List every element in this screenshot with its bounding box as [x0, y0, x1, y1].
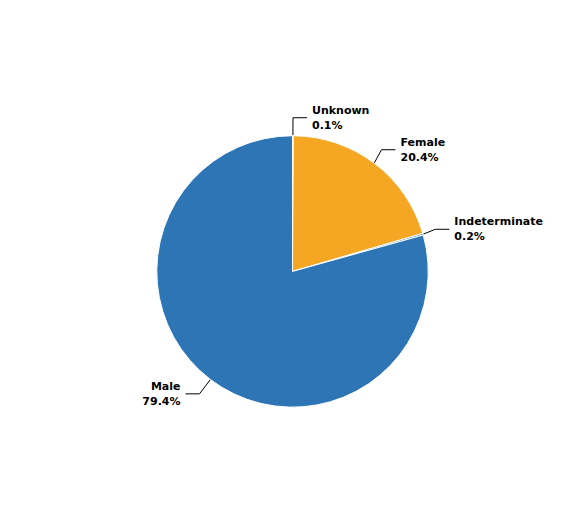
svg-text:20.4%: 20.4%: [400, 151, 438, 164]
svg-text:0.1%: 0.1%: [312, 119, 343, 132]
svg-text:Indeterminate: Indeterminate: [454, 215, 543, 228]
svg-text:Female: Female: [400, 136, 445, 149]
svg-text:Male: Male: [151, 380, 181, 393]
svg-text:0.2%: 0.2%: [454, 230, 485, 243]
svg-text:79.4%: 79.4%: [142, 395, 180, 408]
svg-text:Unknown: Unknown: [312, 104, 369, 117]
